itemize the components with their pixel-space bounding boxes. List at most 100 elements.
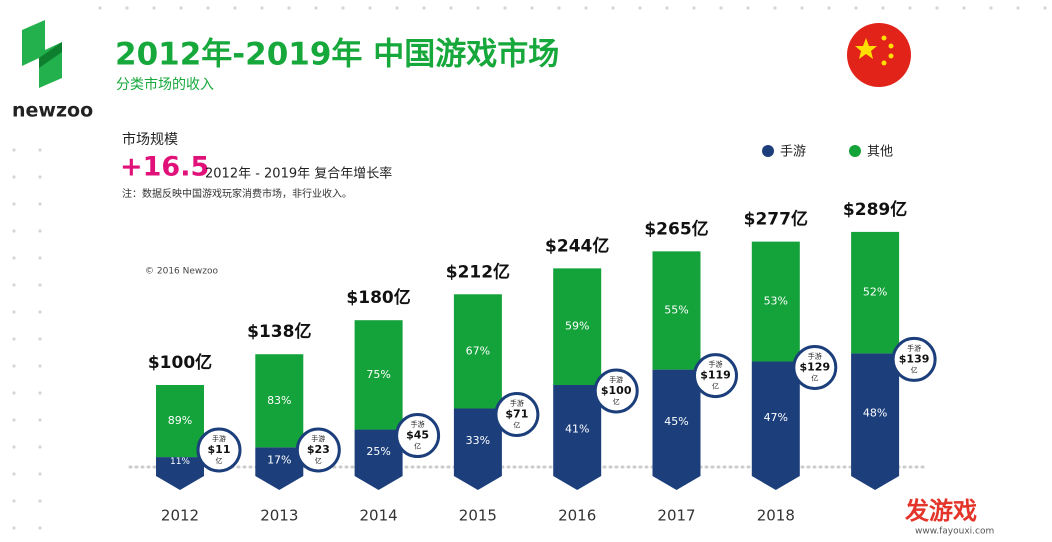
bar-segment (751, 241, 800, 362)
callout-unit: 亿 (414, 442, 421, 451)
bar-segment (652, 369, 701, 466)
callout-tag: 手游 (510, 398, 524, 407)
bar-arrow (255, 466, 304, 490)
share-label: 75% (366, 368, 390, 381)
legend-label: 手游 (780, 145, 806, 160)
callout-tag: 手游 (212, 434, 226, 443)
callout-value: $100 (601, 384, 632, 397)
bar-arrow (354, 466, 403, 490)
bar-segment (156, 385, 204, 458)
callout-unit: 亿 (811, 374, 818, 383)
callout-tag: 手游 (709, 360, 723, 369)
bar-segment (453, 408, 502, 466)
callout-value: $119 (700, 369, 731, 382)
share-label: 47% (764, 411, 788, 424)
callout-circle (593, 368, 639, 414)
share-label: 89% (168, 414, 192, 427)
callout-value: $23 (307, 443, 330, 456)
bar-segment (851, 231, 900, 354)
bar-segment (751, 361, 800, 466)
callout-unit: 亿 (911, 365, 918, 374)
callout-unit: 亿 (216, 456, 223, 465)
bar-segment (354, 320, 403, 430)
share-label: 45% (664, 415, 688, 428)
callout-circle (395, 413, 441, 459)
x-tick-label: 2014 (360, 507, 398, 525)
share-label: 53% (764, 295, 788, 308)
legend-label: 其他 (867, 145, 893, 160)
callout-value: $11 (208, 443, 231, 456)
copyright: © 2016 Newzoo (145, 267, 218, 277)
total-label: $289亿 (843, 199, 907, 220)
note: 注：数据反映中国游戏玩家消费市场，非行业收入。 (122, 187, 352, 200)
total-label: $138亿 (247, 321, 311, 342)
bar-segment (354, 429, 403, 466)
market-label: 市场规模 (122, 131, 178, 148)
x-tick-label: 2018 (757, 507, 795, 525)
bar-arrow (156, 466, 204, 490)
share-label: 41% (565, 423, 589, 436)
total-label: $212亿 (446, 261, 510, 282)
share-label: 55% (664, 303, 688, 316)
callout-value: $139 (899, 352, 930, 365)
callout-tag: 手游 (311, 434, 325, 443)
callout-unit: 亿 (712, 382, 719, 391)
callout-value: $45 (406, 429, 429, 442)
cagr: +16.5 (120, 152, 209, 183)
flag (847, 23, 911, 87)
brand: newzoo (12, 100, 93, 122)
callout-unit: 亿 (315, 456, 322, 465)
chart-title: 2012年-2019年 中国游戏市场 (115, 37, 559, 73)
x-tick-label: 2015 (459, 507, 497, 525)
share-label: 83% (267, 394, 291, 407)
callout-tag: 手游 (907, 343, 921, 352)
share-label: 11% (170, 457, 190, 467)
callout-circle (792, 345, 838, 391)
callout-value: $129 (799, 361, 830, 374)
x-tick-label: 2016 (558, 507, 596, 525)
callout-circle (693, 353, 738, 399)
total-label: $100亿 (148, 352, 212, 373)
x-tick-label: 2012 (161, 507, 199, 525)
share-label: 59% (565, 320, 589, 333)
bar-arrow (851, 466, 900, 490)
callout-tag: 手游 (609, 375, 623, 384)
callout-circle (295, 427, 341, 473)
share-label: 67% (466, 344, 490, 357)
bar-segment (453, 294, 502, 409)
bar-segment (851, 353, 900, 466)
callout-unit: 亿 (613, 397, 620, 406)
bar-arrow (553, 466, 602, 490)
callout-tag: 手游 (411, 420, 425, 429)
share-label: 33% (466, 434, 490, 447)
total-label: $244亿 (545, 235, 609, 256)
callout-circle (891, 336, 937, 382)
callout-circle (494, 391, 540, 437)
total-label: $265亿 (644, 218, 708, 239)
bar-arrow (453, 466, 502, 490)
x-tick-label: 2017 (657, 507, 695, 525)
watermark-url: www.fayouxi.com (915, 527, 994, 537)
decor-dots (12, 6, 1047, 530)
bar-segment (255, 354, 304, 448)
share-label: 52% (863, 286, 887, 299)
bar-arrow (751, 466, 800, 490)
callout-unit: 亿 (513, 420, 520, 429)
logo (22, 20, 62, 88)
callout-tag: 手游 (808, 352, 822, 361)
callout-circle (196, 427, 242, 473)
cagr-label: 2012年 - 2019年 复合年增长率 (205, 166, 392, 182)
legend-swatch (762, 145, 774, 157)
bar-arrow (652, 466, 701, 490)
callout-value: $71 (505, 407, 528, 420)
bar-segment (553, 268, 602, 385)
total-label: $277亿 (744, 209, 808, 230)
share-label: 17% (267, 454, 291, 467)
bar-segment (156, 457, 204, 466)
share-label: 25% (366, 445, 390, 458)
bar-segment (652, 251, 701, 370)
bar-segment (553, 385, 602, 466)
total-label: $180亿 (346, 287, 410, 308)
subtitle: 分类市场的收入 (116, 76, 214, 93)
